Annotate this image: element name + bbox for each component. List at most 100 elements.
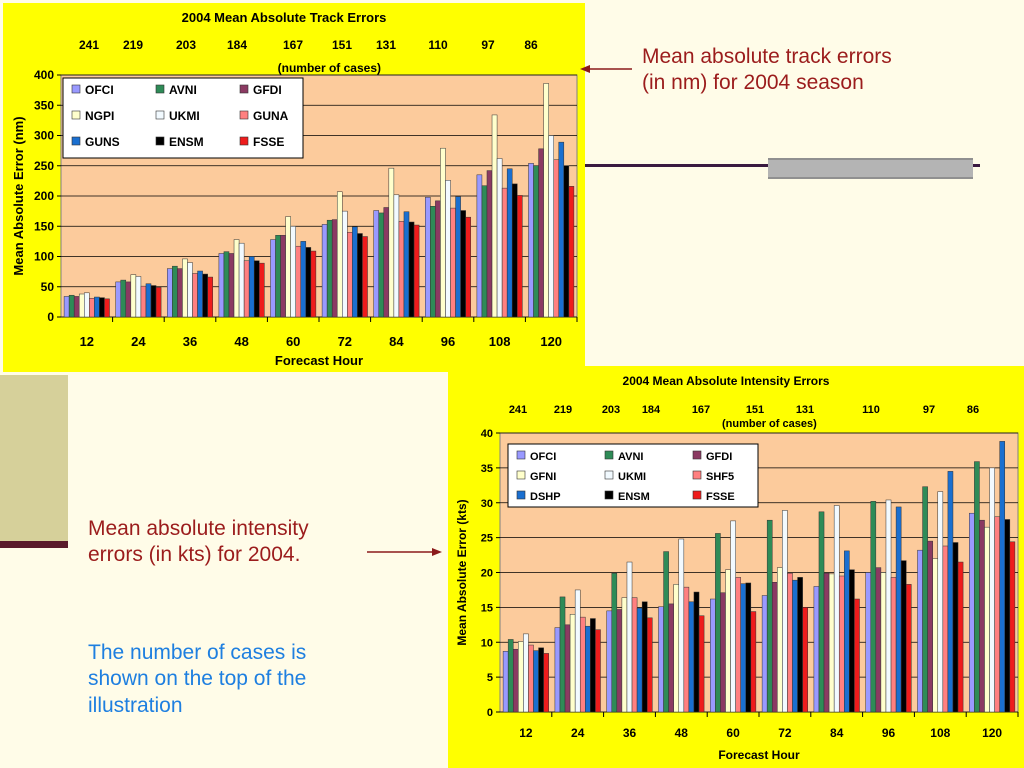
case-count-label: 110 xyxy=(428,38,448,52)
legend-swatch xyxy=(239,84,249,94)
bar-fsse xyxy=(259,262,265,318)
bar-gfni xyxy=(569,614,576,713)
x-tick-label: 24 xyxy=(131,334,146,349)
case-count-label: 131 xyxy=(376,38,396,52)
bar-ensm xyxy=(99,297,105,318)
bar-avni xyxy=(326,219,333,318)
legend-label: AVNI xyxy=(169,83,197,97)
y-tick-label: 5 xyxy=(487,672,493,684)
bar-avni xyxy=(378,212,385,318)
y-axis-label: Mean Absolute Error (nm) xyxy=(11,116,26,275)
bar-ukmi xyxy=(730,520,736,713)
legend-label: AVNI xyxy=(618,451,643,463)
case-count-label: 151 xyxy=(332,38,352,52)
chart-subtitle: (number of cases) xyxy=(722,418,817,430)
case-count-label: 203 xyxy=(176,38,196,52)
x-tick-label: 96 xyxy=(441,334,455,349)
bar-ukmi xyxy=(782,510,788,713)
case-count-label: 241 xyxy=(509,404,527,416)
y-tick-label: 100 xyxy=(34,250,54,264)
bar-fsse xyxy=(854,598,860,713)
bar-dshp xyxy=(999,441,1006,713)
legend-label: GFNI xyxy=(530,471,556,483)
bar-ukmi xyxy=(238,242,245,318)
y-tick-label: 35 xyxy=(481,463,493,475)
case-count-label: 184 xyxy=(227,38,247,52)
bar-gfdi xyxy=(435,200,441,318)
bar-dshp xyxy=(844,550,850,713)
track-errors-chart: 2004 Mean Absolute Track Errors 241 219 203… xyxy=(3,3,585,372)
intensity-arrow-head xyxy=(432,548,442,556)
bar-avni xyxy=(663,551,669,713)
bar-ofci xyxy=(218,253,225,318)
bar-gfdi xyxy=(73,296,80,318)
bar-avni xyxy=(559,596,566,713)
x-tick-label: 120 xyxy=(982,726,1002,740)
bar-fsse xyxy=(517,195,523,318)
bar-guna xyxy=(450,207,456,318)
bar-ensm xyxy=(460,210,466,318)
bar-ukmi xyxy=(445,180,451,318)
bar-ngpi xyxy=(78,293,85,318)
x-tick-label: 36 xyxy=(183,334,197,349)
bar-ukmi xyxy=(393,194,400,318)
bar-ensm xyxy=(511,183,518,318)
y-axis-label: Mean Absolute Error (kts) xyxy=(455,499,469,645)
x-tick-label: 36 xyxy=(623,726,637,740)
x-tick-label: 108 xyxy=(930,726,950,740)
legend-swatch xyxy=(71,110,81,120)
bar-ensm xyxy=(693,591,700,713)
bar-ukmi xyxy=(989,467,995,713)
bar-guna xyxy=(347,232,353,318)
bar-ukmi xyxy=(833,505,840,713)
bar-gfdi xyxy=(538,148,544,318)
bar-ofci xyxy=(658,606,664,713)
bar-shf5 xyxy=(735,577,741,713)
bar-ofci xyxy=(476,174,483,318)
legend-swatch xyxy=(155,84,165,94)
legend-label: NGPI xyxy=(85,109,114,123)
bar-ngpi xyxy=(233,239,240,318)
bar-ukmi xyxy=(496,158,503,318)
x-tick-label: 60 xyxy=(286,334,300,349)
decorative-gray-bar xyxy=(768,158,973,179)
legend-swatch xyxy=(239,136,249,146)
case-count-label: 219 xyxy=(123,38,143,52)
bar-ukmi xyxy=(342,210,348,318)
bar-ofci xyxy=(115,281,121,318)
legend-box xyxy=(62,77,304,159)
bar-dshp xyxy=(585,625,591,713)
bar-guns xyxy=(558,141,565,318)
bar-guns xyxy=(94,296,100,318)
bar-ngpi xyxy=(543,83,549,318)
bar-guns xyxy=(506,168,513,318)
legend-box xyxy=(507,443,759,508)
bar-dshp xyxy=(895,506,902,713)
legend-swatch xyxy=(692,470,702,480)
bar-ofci xyxy=(761,595,768,713)
bar-gfni xyxy=(777,567,783,713)
bar-ngpi xyxy=(182,258,188,318)
bar-fsse xyxy=(568,186,575,318)
bar-avni xyxy=(611,572,618,713)
legend-swatch xyxy=(71,136,81,146)
legend-swatch xyxy=(692,450,702,460)
bar-fsse xyxy=(905,584,912,713)
x-tick-label: 84 xyxy=(389,334,404,349)
legend-label: FSSE xyxy=(706,491,735,503)
bar-dshp xyxy=(636,607,643,713)
bar-ukmi xyxy=(135,276,142,318)
chart-title: 2004 Mean Absolute Intensity Errors xyxy=(623,374,830,388)
x-axis-label: Forecast Hour xyxy=(718,748,800,762)
y-tick-label: 40 xyxy=(481,428,493,440)
bar-avni xyxy=(818,511,825,713)
y-tick-label: 150 xyxy=(34,219,54,233)
y-tick-label: 50 xyxy=(41,280,55,294)
x-tick-label: 84 xyxy=(830,726,844,740)
bar-ukmi xyxy=(885,499,892,713)
y-tick-label: 0 xyxy=(47,310,54,324)
bar-guna xyxy=(398,221,405,318)
bar-gfni xyxy=(932,558,939,713)
bar-gfdi xyxy=(875,567,882,713)
